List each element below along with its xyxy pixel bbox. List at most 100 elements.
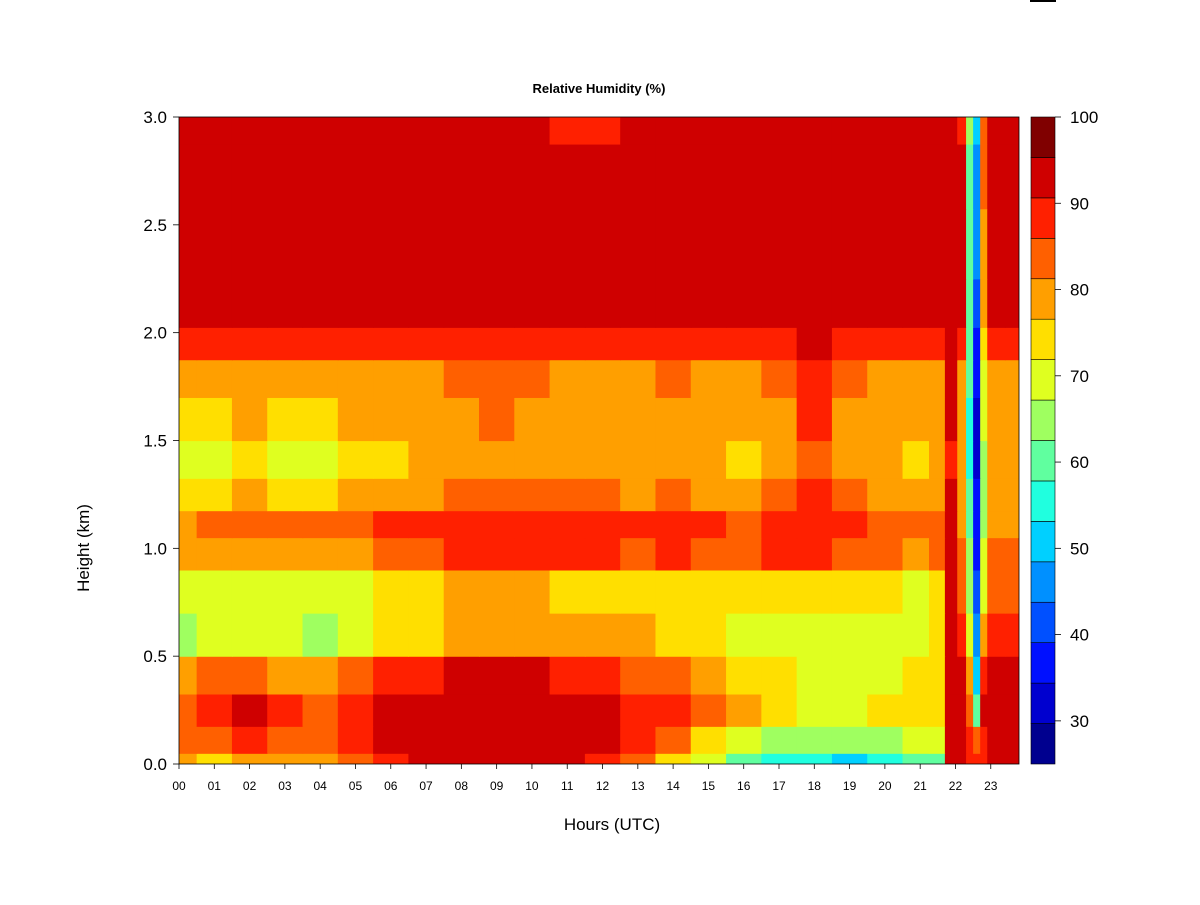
heatmap-cell bbox=[179, 726, 198, 754]
heatmap-cell bbox=[929, 726, 946, 754]
heatmap-cell bbox=[373, 440, 410, 479]
heatmap-cell bbox=[549, 278, 586, 328]
heatmap-cell bbox=[761, 537, 798, 571]
heatmap-cell bbox=[179, 359, 198, 398]
heatmap-cell bbox=[479, 537, 515, 571]
heatmap-cell bbox=[549, 753, 586, 764]
x-tick-label: 15 bbox=[702, 779, 716, 793]
heatmap-cell bbox=[620, 117, 657, 145]
y-tick-label: 1.0 bbox=[143, 539, 167, 558]
heatmap-cell bbox=[231, 510, 268, 539]
heatmap-cell bbox=[987, 327, 1006, 361]
heatmap-cell bbox=[944, 656, 958, 695]
heatmap-cell bbox=[929, 693, 946, 727]
heatmap-cell bbox=[479, 208, 515, 280]
heatmap-cell bbox=[966, 440, 974, 479]
heatmap-cell bbox=[584, 569, 621, 614]
heatmap-cell bbox=[373, 613, 410, 657]
heatmap-cell bbox=[761, 117, 798, 145]
heatmap-cell bbox=[302, 478, 339, 512]
heatmap-cell bbox=[761, 753, 798, 764]
heatmap-cell bbox=[620, 613, 657, 657]
heatmap-cell bbox=[584, 510, 621, 539]
heatmap-cell bbox=[902, 278, 930, 328]
heatmap-cell bbox=[831, 656, 868, 695]
heatmap-cell bbox=[179, 278, 198, 328]
heatmap-cell bbox=[620, 656, 657, 695]
heatmap-cell bbox=[1004, 613, 1019, 657]
x-tick-label: 23 bbox=[984, 779, 998, 793]
heatmap-cell bbox=[302, 208, 339, 280]
heatmap-cell bbox=[337, 143, 374, 210]
heatmap-cell bbox=[902, 569, 930, 614]
heatmap-cell bbox=[514, 359, 551, 398]
heatmap-cell bbox=[957, 440, 967, 479]
heatmap-cell bbox=[443, 613, 480, 657]
heatmap-cell bbox=[655, 693, 692, 727]
heatmap-cell bbox=[231, 143, 268, 210]
x-tick-label: 13 bbox=[631, 779, 645, 793]
heatmap-cell bbox=[584, 327, 621, 361]
heatmap-cell bbox=[231, 117, 268, 145]
corner-mark bbox=[1030, 0, 1056, 2]
heatmap-cell bbox=[443, 656, 480, 695]
heatmap-cell bbox=[761, 613, 798, 657]
heatmap-cell bbox=[655, 359, 692, 398]
heatmap-cell bbox=[620, 693, 657, 727]
x-tick-label: 19 bbox=[843, 779, 857, 793]
heatmap-cell bbox=[1004, 359, 1019, 398]
heatmap-cell bbox=[443, 569, 480, 614]
heatmap-cell bbox=[980, 440, 988, 479]
x-tick-label: 14 bbox=[666, 779, 680, 793]
x-axis-label: Hours (UTC) bbox=[564, 815, 660, 834]
heatmap-cell bbox=[973, 726, 981, 754]
colorbar: 30 40 50 60 70 80 90 100 bbox=[1030, 108, 1098, 765]
colorbar-swatch bbox=[1030, 642, 1056, 684]
heatmap-cell bbox=[867, 478, 904, 512]
heatmap-cell bbox=[514, 569, 551, 614]
heatmap-cell bbox=[337, 397, 374, 442]
heatmap-cell bbox=[584, 613, 621, 657]
heatmap-cell bbox=[337, 327, 374, 361]
heatmap-cell bbox=[867, 693, 904, 727]
heatmap-cell bbox=[584, 537, 621, 571]
heatmap-cell bbox=[655, 327, 692, 361]
heatmap-cell bbox=[796, 510, 833, 539]
heatmap-cell bbox=[796, 278, 833, 328]
heatmap-cell bbox=[231, 569, 268, 614]
heatmap-cell bbox=[267, 327, 304, 361]
heatmap-cell bbox=[966, 726, 974, 754]
heatmap-cell bbox=[929, 143, 946, 210]
heatmap-cell bbox=[957, 397, 967, 442]
heatmap-cell bbox=[337, 510, 374, 539]
heatmap-cell bbox=[902, 117, 930, 145]
heatmap-cell bbox=[302, 753, 339, 764]
colorbar-swatch bbox=[1030, 359, 1056, 401]
heatmap-cell bbox=[179, 510, 198, 539]
heatmap-cell bbox=[966, 327, 974, 361]
heatmap-cell bbox=[408, 726, 445, 754]
x-tick-label: 12 bbox=[596, 779, 610, 793]
heatmap-cell bbox=[1004, 143, 1019, 210]
heatmap-cell bbox=[902, 656, 930, 695]
colorbar-tick-label: 50 bbox=[1070, 539, 1089, 558]
heatmap-cell bbox=[620, 143, 657, 210]
colorbar-swatch bbox=[1030, 157, 1056, 199]
heatmap-cell bbox=[231, 613, 268, 657]
heatmap-cell bbox=[179, 693, 198, 727]
heatmap-cell bbox=[337, 278, 374, 328]
heatmap-cell bbox=[796, 753, 833, 764]
heatmap-cell bbox=[267, 478, 304, 512]
heatmap-cell bbox=[831, 613, 868, 657]
heatmap-cell bbox=[867, 569, 904, 614]
heatmap-cell bbox=[980, 693, 988, 727]
colorbar-swatch bbox=[1030, 399, 1056, 441]
heatmap-cell bbox=[408, 693, 445, 727]
heatmap-cell bbox=[796, 208, 833, 280]
heatmap-cell bbox=[479, 327, 515, 361]
heatmap-cell bbox=[966, 117, 974, 145]
heatmap-cell bbox=[179, 440, 198, 479]
heatmap-cell bbox=[549, 359, 586, 398]
heatmap-cell bbox=[196, 569, 233, 614]
heatmap-cell bbox=[267, 143, 304, 210]
